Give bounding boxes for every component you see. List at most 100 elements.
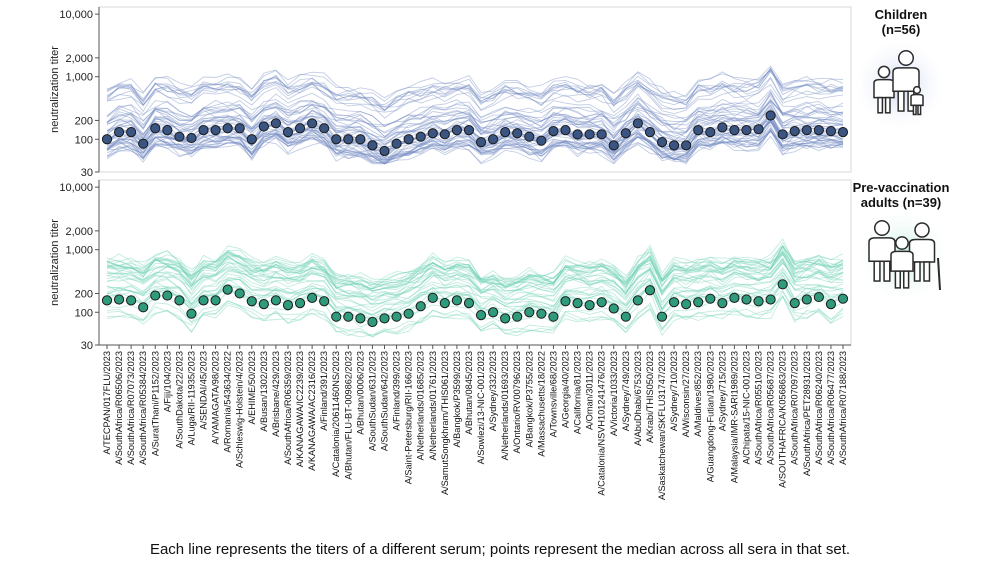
x-tick-label: A/SouthAfrica/R07188/2023	[838, 351, 848, 465]
serum-line	[106, 261, 844, 306]
serum-line	[106, 238, 844, 282]
serum-line	[106, 124, 844, 164]
group-label: Pre-vaccination	[853, 180, 950, 195]
x-tick-label: A/TECPAN/017FLU/2023	[102, 351, 112, 455]
median-point	[186, 132, 197, 144]
x-tick-label: A/AbuDhabi/6753/2023	[633, 351, 643, 446]
median-point	[319, 123, 330, 134]
serum-line	[107, 251, 844, 292]
median-point	[246, 134, 257, 145]
serum-line	[106, 117, 844, 159]
x-tick-label: A/SouthSudan/642/2023	[380, 351, 390, 451]
serum-line	[106, 244, 844, 290]
serum-line	[106, 71, 844, 111]
serum-line	[107, 245, 844, 288]
serum-line	[106, 130, 844, 165]
serum-line	[106, 257, 844, 301]
serum-line	[106, 127, 844, 165]
serum-line	[106, 245, 844, 286]
median-point	[705, 293, 716, 304]
median-point	[101, 295, 113, 306]
serum-line	[106, 104, 844, 141]
elderly-adults-icon	[853, 206, 953, 306]
x-tick-label: A/SouthAfrica/R06359/2023	[283, 351, 293, 465]
x-tick-label: A/Schleswig-Holstein/4/2023	[235, 351, 245, 468]
x-tick-label: A/SouthAfrica/PET28931/2023	[802, 351, 812, 476]
serum-line	[106, 99, 844, 133]
serum-line	[106, 259, 844, 305]
median-point	[765, 110, 776, 121]
median-point	[681, 299, 692, 310]
person-body	[868, 237, 896, 263]
y-tick-label: 200	[75, 115, 93, 127]
median-point	[608, 303, 619, 314]
median-point	[379, 313, 390, 324]
median-point	[632, 295, 643, 306]
person-head	[877, 65, 891, 79]
serum-line	[106, 252, 844, 297]
median-point	[777, 129, 788, 140]
median-point	[717, 298, 728, 309]
serum-line	[106, 241, 844, 286]
x-tick-label: A/Finland/391/2023	[319, 351, 329, 431]
median-point	[355, 134, 366, 145]
x-tick-label: A/SENDAI/45/2023	[199, 351, 209, 430]
median-point	[837, 293, 849, 304]
median-point	[584, 300, 595, 311]
x-tick-label: A/SouthAfrica/R07073/2023	[126, 351, 136, 465]
y-tick-label: 2,000	[65, 226, 93, 238]
median-point	[427, 292, 438, 303]
serum-line	[106, 262, 844, 301]
y-tick-label: 30	[81, 167, 93, 179]
median-point	[487, 134, 499, 145]
median-point	[186, 308, 197, 319]
median-point	[813, 125, 824, 136]
median-point	[620, 128, 631, 139]
median-point	[391, 138, 402, 149]
x-tick-label: A/Wisconsin/27/2023	[681, 351, 691, 437]
median-point	[174, 131, 185, 142]
median-points	[101, 110, 849, 157]
x-tick-label: A/SouthSudan/631/2023	[367, 351, 377, 451]
median-point	[367, 140, 378, 151]
median-point	[668, 297, 680, 308]
median-point	[512, 128, 523, 139]
median-point	[222, 123, 233, 134]
serum-line	[106, 253, 844, 293]
median-point	[560, 296, 571, 307]
median-point	[536, 308, 547, 319]
x-tick-label: A/SouthAfrica/R06477/2023	[826, 351, 836, 465]
x-tick-label: A/SOUTHAFRICA/K056863/2023	[778, 351, 788, 488]
person-leg	[917, 104, 922, 116]
median-point	[150, 290, 161, 301]
x-tick-label: A/Sydney/710/2023	[669, 351, 679, 431]
median-point	[729, 125, 740, 136]
median-point	[777, 279, 788, 290]
median-point	[294, 123, 306, 134]
y-tick-label: 10,000	[59, 9, 93, 21]
serum-line	[106, 121, 844, 162]
serum-line	[106, 245, 844, 290]
x-tick-label: A/SuratThani/P1152/2023	[150, 351, 160, 456]
serum-line	[106, 267, 844, 306]
person-head	[912, 85, 922, 95]
median-point	[463, 298, 475, 309]
serum-line	[106, 290, 844, 338]
y-tick-label: 100	[75, 307, 93, 319]
y-axis-label: neutralization titer	[49, 46, 61, 133]
x-tick-label: A/SouthAfrica/R07097/2023	[790, 351, 800, 465]
x-tick-label: A/Bhutan/FLU-BT-009862/2023	[343, 351, 353, 480]
x-tick-label: A/Luga/RII-11935/2023	[187, 351, 197, 445]
serum-line	[106, 258, 844, 301]
x-tick-label: A/Bangkok/P3599/2023	[452, 351, 462, 448]
y-tick-label: 100	[75, 134, 93, 146]
median-point	[246, 296, 257, 307]
median-point	[753, 296, 764, 307]
median-point	[656, 137, 668, 148]
median-point	[439, 129, 450, 140]
median-point	[584, 129, 595, 140]
serum-line	[106, 135, 844, 165]
serum-line	[106, 67, 844, 107]
median-point	[693, 125, 704, 136]
serum-line	[106, 295, 844, 337]
